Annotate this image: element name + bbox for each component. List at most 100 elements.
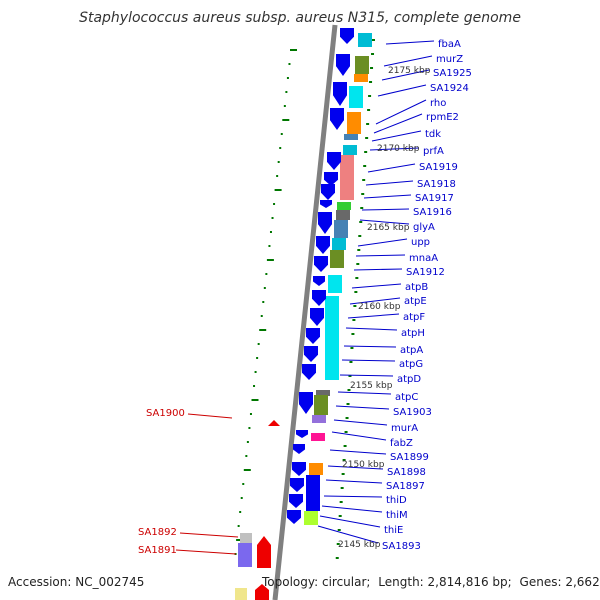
label-leader (187, 413, 233, 419)
gene-label[interactable]: rho (430, 98, 446, 109)
gene-label[interactable]: SA1918 (417, 179, 456, 190)
gene-arrow (302, 364, 316, 380)
feature-block (330, 250, 344, 268)
gene-label[interactable]: SA1925 (433, 68, 472, 79)
gene-label[interactable]: prfA (423, 146, 444, 157)
gene-label[interactable]: murZ (436, 54, 463, 65)
gene-arrow (336, 54, 350, 76)
gene-label[interactable]: SA1898 (387, 467, 426, 478)
gene-label[interactable]: SA1892 (138, 527, 177, 538)
feature-block (325, 296, 339, 380)
gene-label[interactable]: atpB (405, 282, 428, 293)
gene-label[interactable]: atpH (401, 328, 425, 339)
feature-block (355, 56, 369, 74)
label-leader (319, 515, 381, 528)
label-leader (373, 113, 423, 134)
label-leader (347, 313, 400, 319)
gene-arrow (289, 494, 303, 508)
label-leader (179, 532, 239, 538)
gene-arrow-reverse (255, 584, 269, 600)
feature-block (311, 433, 325, 441)
label-leader (363, 194, 412, 199)
label-leader (355, 254, 406, 257)
gene-label[interactable]: atpF (403, 312, 425, 323)
feature-block (340, 155, 354, 200)
gene-label[interactable]: murA (391, 423, 418, 434)
gene-label[interactable]: SA1912 (406, 267, 445, 278)
gene-label[interactable]: SA1897 (386, 481, 425, 492)
label-leader (327, 465, 384, 470)
gene-arrow (340, 28, 354, 44)
gene-label[interactable]: upp (411, 237, 430, 248)
gene-label[interactable]: SA1900 (146, 408, 185, 419)
gene-label[interactable]: thiE (384, 525, 403, 536)
label-leader (361, 208, 410, 211)
label-leader (329, 449, 387, 455)
gene-label[interactable]: tdk (425, 129, 441, 140)
label-leader (175, 549, 237, 555)
label-leader (365, 180, 414, 186)
label-leader (325, 479, 383, 484)
feature-block (240, 533, 252, 543)
feature-block (354, 74, 368, 82)
gene-arrow (287, 510, 301, 524)
label-leader (381, 69, 430, 81)
gene-arrow (320, 200, 332, 208)
label-leader (357, 238, 408, 247)
gene-arrow (324, 172, 338, 186)
label-leader (321, 505, 383, 513)
gene-arrow (321, 184, 335, 200)
gene-label[interactable]: SA1903 (393, 407, 432, 418)
feature-block (235, 588, 247, 600)
gene-label[interactable]: thiM (386, 510, 408, 521)
gene-label[interactable]: glyA (413, 222, 435, 233)
gene-arrow (310, 308, 324, 326)
feature-block (334, 220, 348, 238)
gene-arrow (333, 82, 347, 106)
kbp-mark: 2160 kbp (358, 302, 401, 312)
feature-block (347, 112, 361, 134)
label-leader (367, 163, 416, 173)
label-leader (359, 219, 410, 225)
gene-label[interactable]: atpA (400, 345, 423, 356)
label-leader (385, 40, 435, 45)
gene-arrow (318, 212, 332, 234)
gene-label[interactable]: atpG (399, 359, 423, 370)
gene-arrow-reverse (268, 420, 280, 426)
gene-arrows (255, 28, 354, 600)
feature-block (337, 202, 351, 210)
feature-blocks (235, 33, 372, 600)
label-leader (383, 55, 433, 67)
map-title: Staphylococcus aureus subsp. aureus N315… (79, 10, 521, 26)
gene-label[interactable]: fbaA (438, 39, 461, 50)
gene-label[interactable]: rpmE2 (426, 112, 459, 123)
gene-label[interactable]: SA1899 (390, 452, 429, 463)
gene-label[interactable]: atpD (397, 374, 421, 385)
feature-block (309, 463, 323, 475)
gene-label[interactable]: SA1916 (413, 207, 452, 218)
gene-label[interactable]: SA1891 (138, 545, 177, 556)
gene-label[interactable]: SA1893 (382, 541, 421, 552)
accession-label: Accession: NC_002745 (8, 575, 145, 589)
gene-label[interactable]: mnaA (409, 253, 438, 264)
label-leader (375, 99, 427, 125)
gene-label[interactable]: fabZ (390, 438, 413, 449)
feature-block (316, 390, 330, 396)
gene-label[interactable]: SA1919 (419, 162, 458, 173)
label-leader (377, 84, 427, 97)
gene-label[interactable]: SA1924 (430, 83, 469, 94)
label-leader (317, 525, 379, 544)
gene-label[interactable]: SA1917 (415, 193, 454, 204)
feature-block (328, 275, 342, 293)
gene-arrow (314, 256, 328, 272)
gene-label[interactable]: thiD (386, 495, 407, 506)
genome-backbone (272, 24, 338, 600)
kbp-mark: 2145 kbp (338, 540, 381, 550)
kbp-mark: 2150 kbp (342, 460, 385, 470)
gene-label[interactable]: atpC (395, 392, 418, 403)
gene-label[interactable]: atpE (404, 296, 427, 307)
feature-block (238, 543, 252, 567)
kbp-mark: 2155 kbp (350, 381, 393, 391)
genome-summary: Topology: circular; Length: 2,814,816 bp… (262, 575, 600, 589)
